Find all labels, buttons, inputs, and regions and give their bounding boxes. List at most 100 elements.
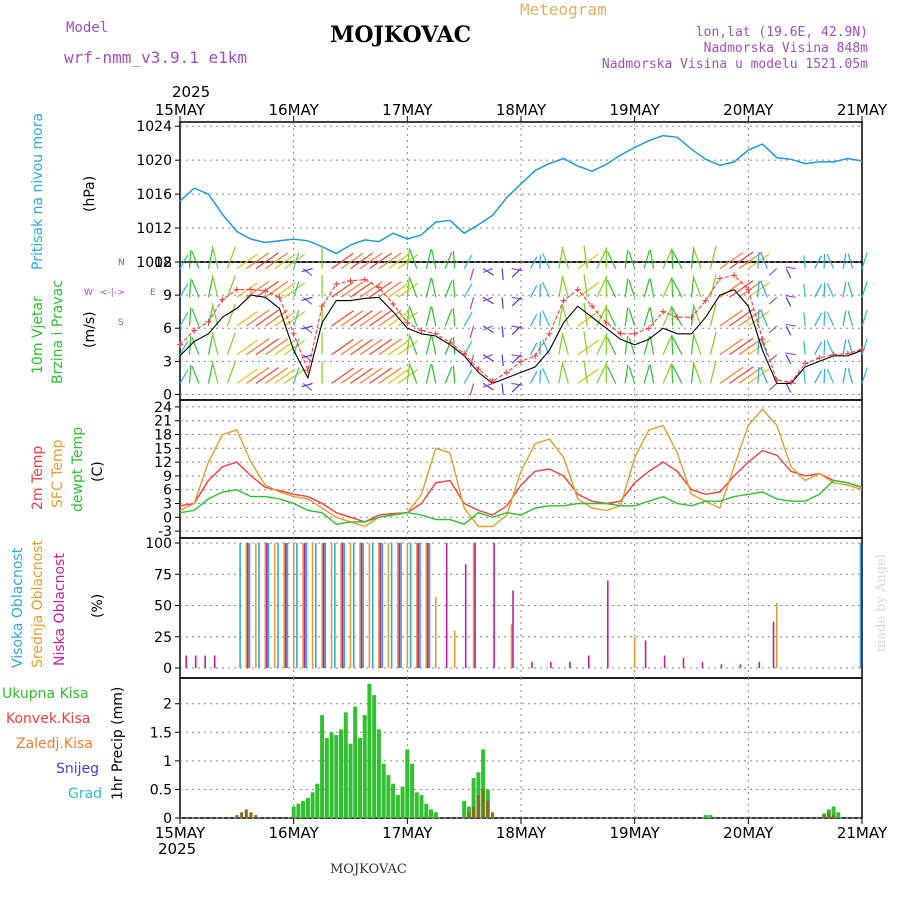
wind-arrow (729, 337, 754, 356)
wind-arrow (583, 360, 588, 384)
temp-ytick-label: 12 (154, 455, 172, 471)
wind-arrow (596, 362, 608, 384)
wind-arrow (293, 309, 300, 327)
wind-arrow (814, 312, 823, 327)
precip-panel (235, 683, 841, 818)
wind-arrow (692, 332, 702, 355)
wind-arrow (245, 367, 270, 384)
wind-gust-marker (660, 308, 667, 315)
wind-gust-marker (446, 339, 453, 346)
wind-arrow (469, 383, 475, 396)
wind-arrow (719, 338, 744, 356)
pressure-ytick-label: 1016 (136, 187, 172, 203)
wind-arrow (690, 277, 695, 298)
wind-arrow (649, 307, 655, 327)
wind-arrow (452, 279, 456, 298)
wind-arrow (785, 325, 792, 336)
wind-arrow (561, 275, 569, 298)
temp-ytick-label: 6 (163, 483, 172, 499)
wind-arrow (757, 309, 760, 327)
wind-arrow (283, 339, 306, 356)
wind-arrow (469, 268, 475, 281)
wind-arrow (179, 340, 189, 355)
wind-arrow (378, 281, 402, 298)
wind-arrow (542, 339, 550, 355)
wind-arrow (583, 245, 588, 269)
wind-arrow (529, 285, 538, 298)
wind-arrow (803, 369, 806, 384)
precip-bar-total (339, 729, 343, 818)
wind-arrow (211, 274, 219, 298)
wind-panel (177, 245, 868, 396)
temp-sfc-line (179, 408, 863, 528)
wind-arrow (255, 338, 279, 356)
cloud-ytick-label: 50 (154, 599, 172, 615)
wind-arrow (709, 331, 717, 355)
wind-arrow (729, 280, 754, 298)
wind-arrow (188, 250, 192, 269)
precip-bar-conv (481, 789, 485, 818)
wind-arrow (444, 309, 453, 327)
wind-arrow (719, 280, 744, 298)
wind-arrow (539, 369, 541, 384)
wind-arrow (226, 361, 236, 384)
wind-arrow (760, 281, 768, 298)
pressure-panel (179, 134, 863, 255)
wind-gust-marker (802, 360, 809, 367)
precip-bar-conv (235, 815, 239, 818)
wind-arrow (236, 368, 258, 384)
wind-arrow (692, 303, 702, 327)
wind-arrow (302, 268, 313, 277)
temp-2m-line (179, 449, 863, 523)
precip-bar-total (334, 735, 339, 818)
wind-arrow (709, 303, 717, 327)
temp-dewpt-line (179, 479, 863, 525)
wind-arrow (814, 370, 823, 384)
precip-ytick-label: 2 (163, 697, 172, 713)
wind-arrow (662, 249, 673, 269)
wind-gust-marker (816, 355, 823, 362)
wind-arrow (501, 297, 504, 309)
wind-arrow (274, 282, 296, 298)
wind-arrow (785, 323, 796, 327)
model-altitude: Nadmorska Visina u modelu 1521.05m (601, 57, 868, 72)
wind-arrow (861, 367, 868, 384)
wind-arrow (340, 310, 364, 327)
wind-ytick-label: 9 (163, 288, 172, 304)
wind-arrow (409, 335, 418, 355)
wind-arrow (331, 367, 354, 384)
wind-arrow (628, 251, 636, 269)
precip-bar-conv (254, 815, 258, 818)
wind-arrow (293, 252, 300, 269)
precip-ytick-label: 0 (163, 811, 172, 827)
precip-bar-total (429, 809, 433, 818)
wind-arrow (662, 335, 673, 355)
wind-arrow (301, 325, 313, 330)
wind-arrow (236, 339, 258, 356)
wind-arrow (482, 354, 494, 362)
cloud-label-high: Visoka Oblacnost (10, 547, 26, 668)
wind-arrow (814, 255, 823, 269)
wind-arrow (672, 336, 683, 355)
wind-arrow (463, 340, 473, 355)
wind-arrow (624, 278, 629, 298)
wind-arrow (378, 252, 402, 270)
wind-arrow (842, 367, 847, 384)
precip-bar-total (324, 738, 329, 818)
wind-arrow (823, 253, 826, 269)
precip-bar-total (433, 812, 438, 818)
precip-bar-total (391, 783, 396, 818)
precip-ytick-label: 0.5 (150, 782, 172, 798)
cloud-ytick-label: 75 (154, 567, 172, 583)
wind-arrow (558, 332, 564, 355)
wind-arrow (293, 281, 300, 298)
temperature-panel (179, 408, 863, 528)
wind-gust-marker (787, 379, 794, 386)
precip-bar-total (471, 778, 476, 818)
wind-arrow (409, 278, 418, 298)
wind-arrow (823, 282, 826, 298)
wind-arrow (207, 334, 214, 355)
precip-bar-total (343, 712, 348, 818)
wind-gust-marker (390, 300, 397, 307)
wind-arrow (369, 367, 393, 384)
